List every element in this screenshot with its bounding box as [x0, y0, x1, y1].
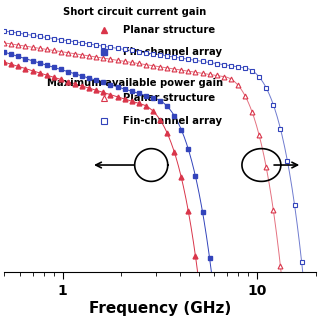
Text: Maximum available power gain: Maximum available power gain — [47, 78, 223, 88]
Text: Planar structure: Planar structure — [116, 93, 215, 103]
Text: Fin-channel array: Fin-channel array — [116, 116, 222, 126]
Text: Planar structure: Planar structure — [116, 25, 215, 35]
Text: Short circuit current gain: Short circuit current gain — [63, 7, 207, 17]
Text: Fin-channel array: Fin-channel array — [116, 47, 222, 57]
X-axis label: Frequency (GHz): Frequency (GHz) — [89, 301, 231, 316]
